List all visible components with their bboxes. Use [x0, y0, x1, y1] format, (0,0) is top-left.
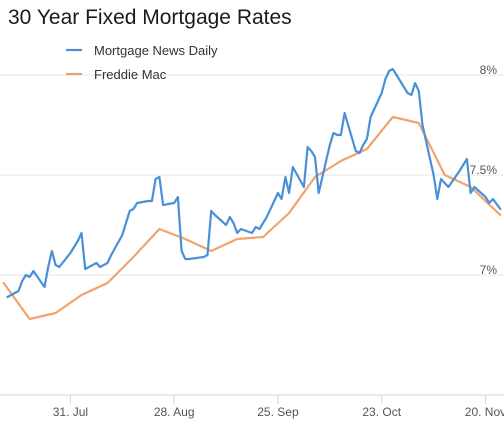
x-tick-label: 28. Aug [154, 405, 195, 419]
legend-label-mortgage-news-daily[interactable]: Mortgage News Daily [94, 43, 218, 58]
x-axis [0, 394, 504, 404]
y-tick-label: 7.5% [470, 163, 498, 177]
legend: Mortgage News Daily Freddie Mac [66, 43, 218, 82]
series-line-freddie-mac [2, 115, 502, 321]
chart-title: 30 Year Fixed Mortgage Rates [8, 6, 292, 29]
x-tick-label: 25. Sep [257, 405, 299, 419]
gridlines [0, 74, 504, 276]
series-lines [2, 67, 502, 321]
x-tick-label: 23. Oct [362, 405, 401, 419]
series-line-mortgage-news-daily [6, 67, 502, 299]
legend-label-freddie-mac[interactable]: Freddie Mac [94, 67, 167, 82]
x-tick-label: 31. Jul [53, 405, 88, 419]
x-tick-label: 20. Nov [465, 405, 504, 419]
y-tick-label: 8% [480, 63, 498, 77]
y-tick-label: 7% [480, 263, 498, 277]
y-tick-labels: 8% 7.5% 7% [470, 63, 498, 277]
x-tick-labels: 31. Jul 28. Aug 25. Sep 23. Oct 20. Nov [53, 405, 504, 419]
